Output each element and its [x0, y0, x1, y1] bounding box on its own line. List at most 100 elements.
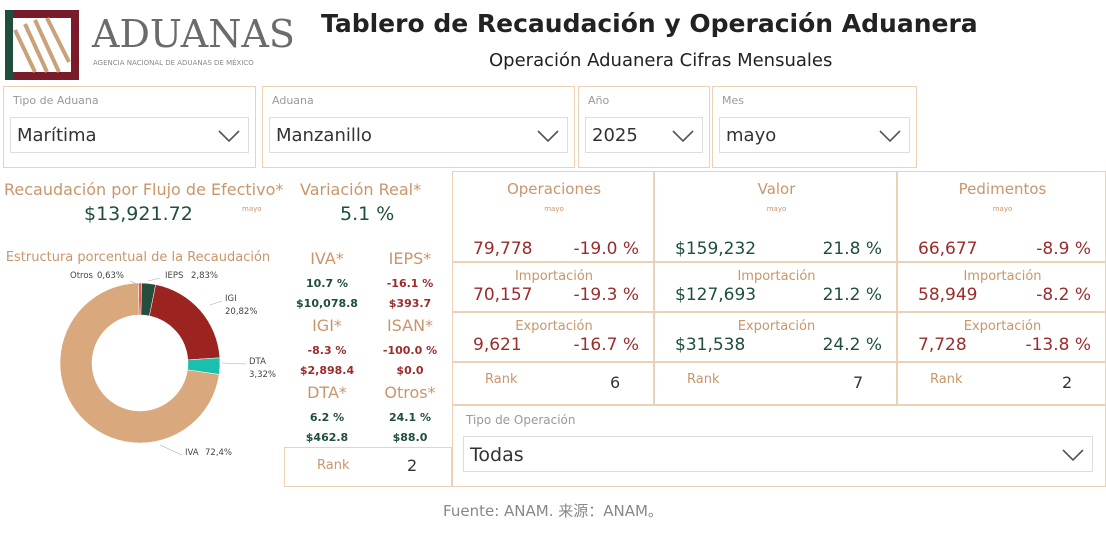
leader-line	[221, 362, 247, 365]
dropdown[interactable]: 2025	[585, 117, 703, 153]
kpi-label: Variación Real*	[300, 180, 422, 199]
filter-label: Año	[588, 94, 610, 107]
rank-value: 2	[407, 456, 418, 475]
subtitle: Operación Aduanera Cifras Mensuales	[489, 50, 833, 71]
rank-panel: Rank 2	[284, 447, 452, 487]
tax-amount: $393.7	[388, 297, 432, 310]
metric-panel: Pedimentos mayo 66,677 -8.9 %	[897, 171, 1106, 262]
metric-change: 21.8 %	[822, 239, 882, 259]
title: Tablero de Recaudación y Operación Aduan…	[321, 9, 978, 38]
slice-label: IVA	[185, 448, 199, 458]
tax-name: Otros*	[384, 383, 436, 402]
tax-change: 10.7 %	[306, 277, 348, 290]
rank-panel: Rank 2	[897, 362, 1106, 405]
sub-value: 9,621	[473, 335, 522, 355]
sub-value: $127,693	[675, 285, 757, 305]
sub-change: -13.8 %	[1025, 335, 1091, 355]
metric-period: mayo	[766, 205, 787, 213]
filter-label: Aduana	[272, 94, 314, 107]
sub-change: -8.2 %	[1036, 285, 1091, 305]
dropdown[interactable]: Todas	[463, 436, 1093, 472]
filter-label: Tipo de Operación	[466, 413, 576, 427]
dropdown-value: Manzanillo	[276, 125, 372, 146]
rank-label: Rank	[485, 372, 518, 387]
sub-label: Exportación	[963, 319, 1042, 334]
tax-name: IEPS*	[388, 249, 432, 268]
dropdown-value: 2025	[592, 125, 638, 146]
filter-panel: Tipo de Aduana Marítima	[3, 86, 256, 168]
dropdown[interactable]: Manzanillo	[269, 117, 568, 153]
tax-change: -100.0 %	[382, 344, 438, 357]
sub-value: $31,538	[675, 335, 746, 355]
tax-name: IGI*	[312, 316, 342, 335]
slice-label: IGI	[225, 294, 237, 304]
metric-change: -8.9 %	[1036, 239, 1091, 259]
metric-period: mayo	[544, 205, 564, 213]
filter-label: Tipo de Aduana	[13, 94, 99, 107]
tax-amount: $2,898.4	[299, 364, 355, 377]
rank-label: Rank	[317, 458, 350, 473]
slice-label: DTA	[249, 357, 266, 367]
tax-name: IVA*	[310, 249, 344, 268]
sub-label: Importación	[737, 269, 816, 284]
metric-value: $159,232	[675, 239, 757, 259]
tax-amount: $88.0	[392, 431, 428, 444]
slice-label: IEPS	[165, 271, 183, 281]
metric-title: Operaciones	[506, 180, 602, 198]
brand: ADUANAS	[92, 12, 295, 56]
metric-value: 66,677	[918, 239, 978, 259]
dropdown-value: Marítima	[17, 125, 97, 146]
sub-value: 70,157	[473, 285, 533, 305]
rank-panel: Rank 6	[452, 362, 654, 405]
logo	[5, 10, 79, 80]
metric-change: -19.0 %	[573, 239, 639, 259]
dropdown[interactable]: mayo	[719, 117, 910, 153]
leader-line	[129, 280, 140, 286]
agency: AGENCIA NACIONAL DE ADUANAS DE MÉXICO	[93, 59, 254, 67]
dropdown[interactable]: Marítima	[10, 117, 249, 153]
leader-line	[209, 300, 223, 306]
donut-slice	[59, 282, 220, 444]
sub-value: 7,728	[918, 335, 967, 355]
footer: Fuente: ANAM. 来源：ANAM。	[443, 502, 663, 520]
tax-name: ISAN*	[386, 316, 434, 335]
chevron	[218, 130, 240, 143]
kpi-value: 5.1 %	[340, 203, 395, 225]
donut-slice	[149, 284, 221, 361]
metric-sub-panel: Exportación $31,538 24.2 %	[654, 312, 897, 362]
slice-value-label: 0,63%	[97, 271, 124, 281]
sub-label: Exportación	[737, 319, 816, 334]
rank-value: 6	[610, 373, 621, 392]
slice-value-label: 2,83%	[191, 271, 218, 281]
sub-change: -16.7 %	[573, 335, 639, 355]
sub-label: Importación	[963, 269, 1042, 284]
rank-label: Rank	[930, 372, 963, 387]
operation-panel: Tipo de Operación Todas	[452, 405, 1106, 487]
slice-value-label: 20,82%	[225, 307, 257, 317]
tax-change: -16.1 %	[386, 277, 434, 290]
kpi-label: Recaudación por Flujo de Efectivo*	[4, 180, 284, 199]
sub-label: Importación	[514, 269, 594, 284]
rank-panel: Rank 7	[654, 362, 897, 405]
leader-line	[159, 444, 183, 456]
metric-sub-panel: Importación $127,693 21.2 %	[654, 262, 897, 312]
rank-value: 7	[853, 373, 864, 392]
metric-sub-panel: Importación 58,949 -8.2 %	[897, 262, 1106, 312]
metric-panel: Valor mayo $159,232 21.8 %	[654, 171, 897, 262]
slice-value-label: 72,4%	[205, 448, 232, 458]
tax-amount: $462.8	[305, 431, 349, 444]
chevron	[537, 130, 559, 143]
metric-sub-panel: Exportación 7,728 -13.8 %	[897, 312, 1106, 362]
filter-panel: Año 2025	[578, 86, 710, 168]
tax-name: DTA*	[307, 383, 347, 402]
donut-chart: Estructura porcentual de la Recaudación O…	[6, 250, 276, 458]
rank-value: 2	[1062, 373, 1073, 392]
filter-panel: Mes mayo	[712, 86, 917, 168]
dropdown-value: Todas	[470, 444, 524, 466]
metric-period: mayo	[992, 205, 1013, 213]
metric-sub-panel: Exportación 9,621 -16.7 %	[452, 312, 654, 362]
sub-change: 21.2 %	[822, 285, 882, 305]
chevron	[672, 130, 694, 143]
sub-label: Exportación	[515, 319, 593, 334]
